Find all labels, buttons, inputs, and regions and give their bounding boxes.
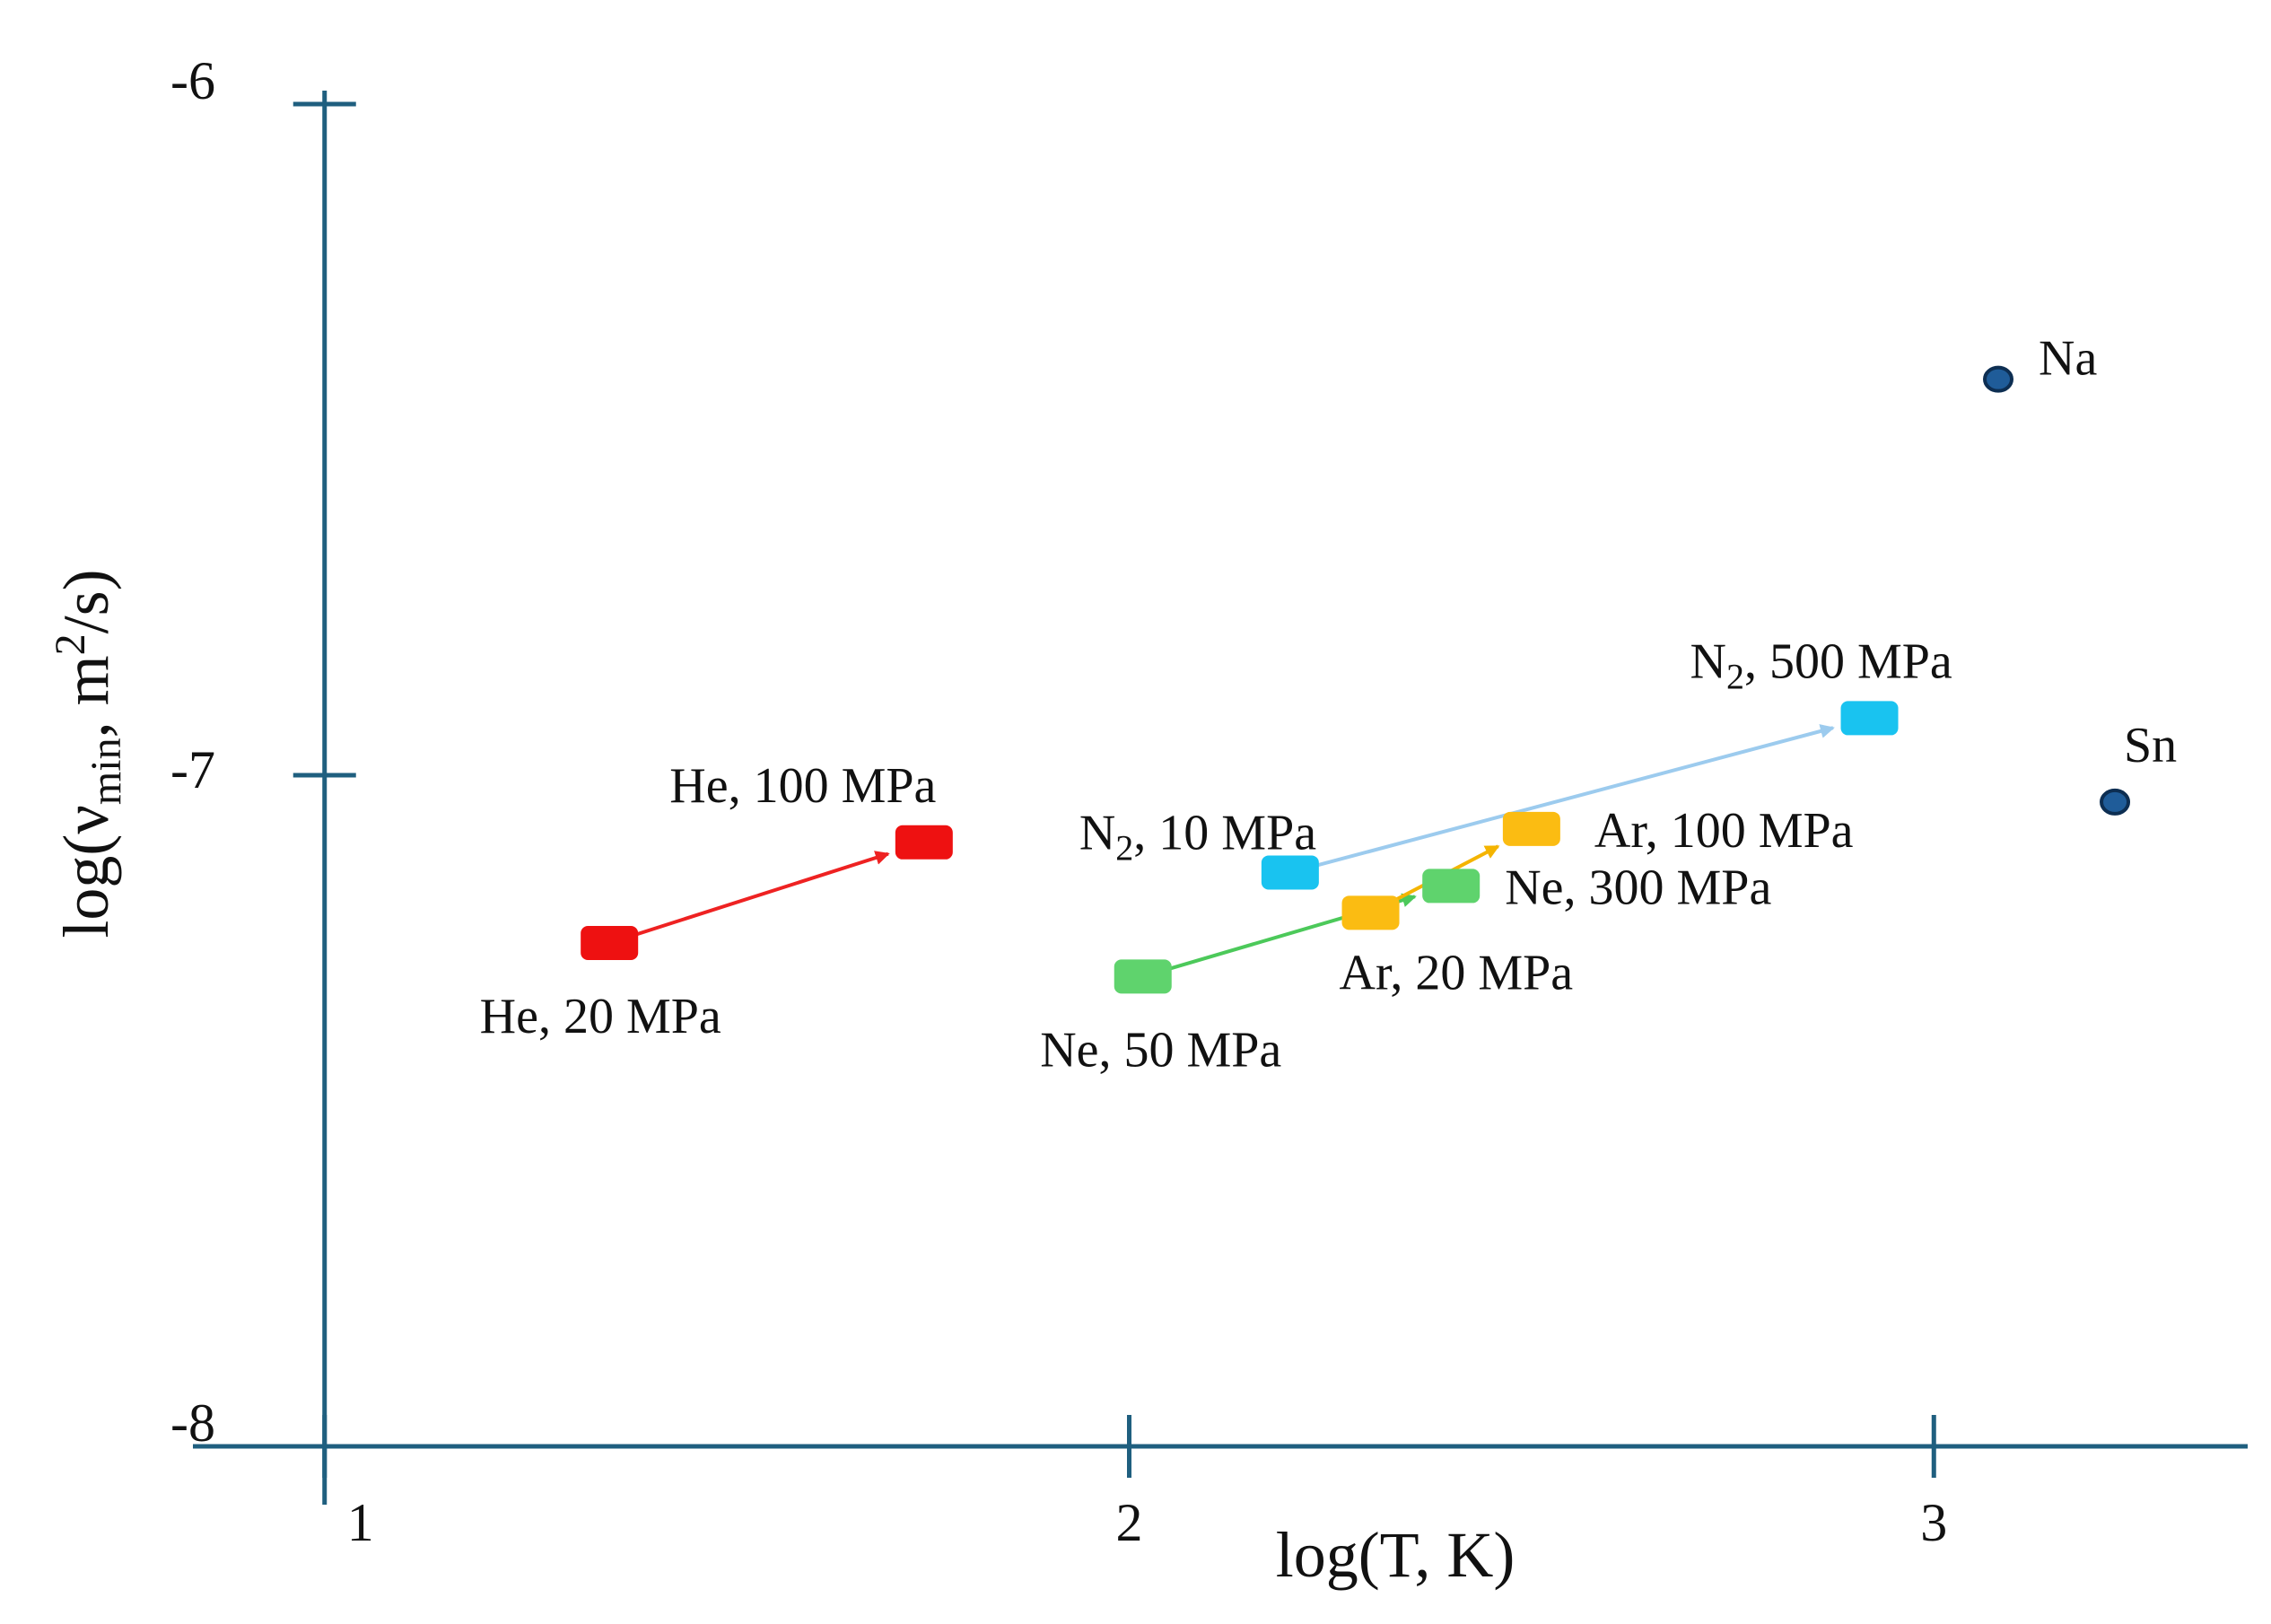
- point-ar-100-mpa: [1502, 811, 1560, 846]
- label-sn: Sn: [2124, 718, 2177, 773]
- label-ne-300-mpa: Ne, 300 MPa: [1505, 860, 1771, 915]
- y-tick-label-6: -6: [170, 51, 215, 110]
- x-tick-label-1: 1: [347, 1493, 374, 1552]
- label-n2-10-mpa: N2, 10 MPa: [1079, 805, 1316, 868]
- arrow-he: [634, 851, 890, 937]
- point-ne-300-mpa: [1422, 869, 1481, 904]
- y-axis-title: log(νmin, m2/s): [47, 569, 130, 938]
- point-he-20-mpa: [581, 926, 639, 960]
- x-axis-title: log(T, K): [1276, 1519, 1515, 1591]
- arrow-n2: [1315, 724, 1835, 868]
- point-sn: [2100, 788, 2131, 816]
- y-axis-title-superscript: 2: [47, 633, 94, 655]
- label-he-20-mpa: He, 20 MPa: [480, 989, 721, 1044]
- label-n2-500-mpa: N2, 500 MPa: [1690, 633, 1952, 696]
- y-axis-title-suffix: /s): [50, 569, 122, 633]
- x-tick-label-2: 2: [1116, 1493, 1143, 1552]
- label-ar-100-mpa: Ar, 100 MPa: [1594, 803, 1854, 859]
- point-n2-500-mpa: [1840, 701, 1899, 736]
- data-points: [581, 365, 2131, 994]
- point-n2-10-mpa: [1261, 855, 1319, 890]
- y-axis-title-subscript: min: [83, 738, 130, 805]
- label-ne-50-mpa: Ne, 50 MPa: [1040, 1022, 1281, 1078]
- label-he-100-mpa: He, 100 MPa: [669, 758, 936, 814]
- y-axis-title-prefix: log(ν: [50, 805, 122, 939]
- y-axis-title-mid: , m: [50, 655, 122, 738]
- point-ar-20-mpa: [1341, 895, 1400, 930]
- label-ar-20-mpa: Ar, 20 MPa: [1340, 945, 1574, 1000]
- point-labels: He, 20 MPa He, 100 MPa Ne, 50 MPa Ne, 300 M…: [480, 331, 2178, 1078]
- label-na: Na: [2039, 331, 2097, 387]
- point-na: [1983, 365, 2014, 393]
- point-ne-50-mpa: [1114, 959, 1172, 994]
- axes: 1 2 3 -6 -7 -8: [170, 51, 2248, 1552]
- y-tick-label-8: -8: [170, 1393, 215, 1453]
- x-tick-label-3: 3: [1920, 1493, 1947, 1552]
- point-he-100-mpa: [895, 825, 953, 860]
- y-tick-label-7: -7: [170, 740, 215, 799]
